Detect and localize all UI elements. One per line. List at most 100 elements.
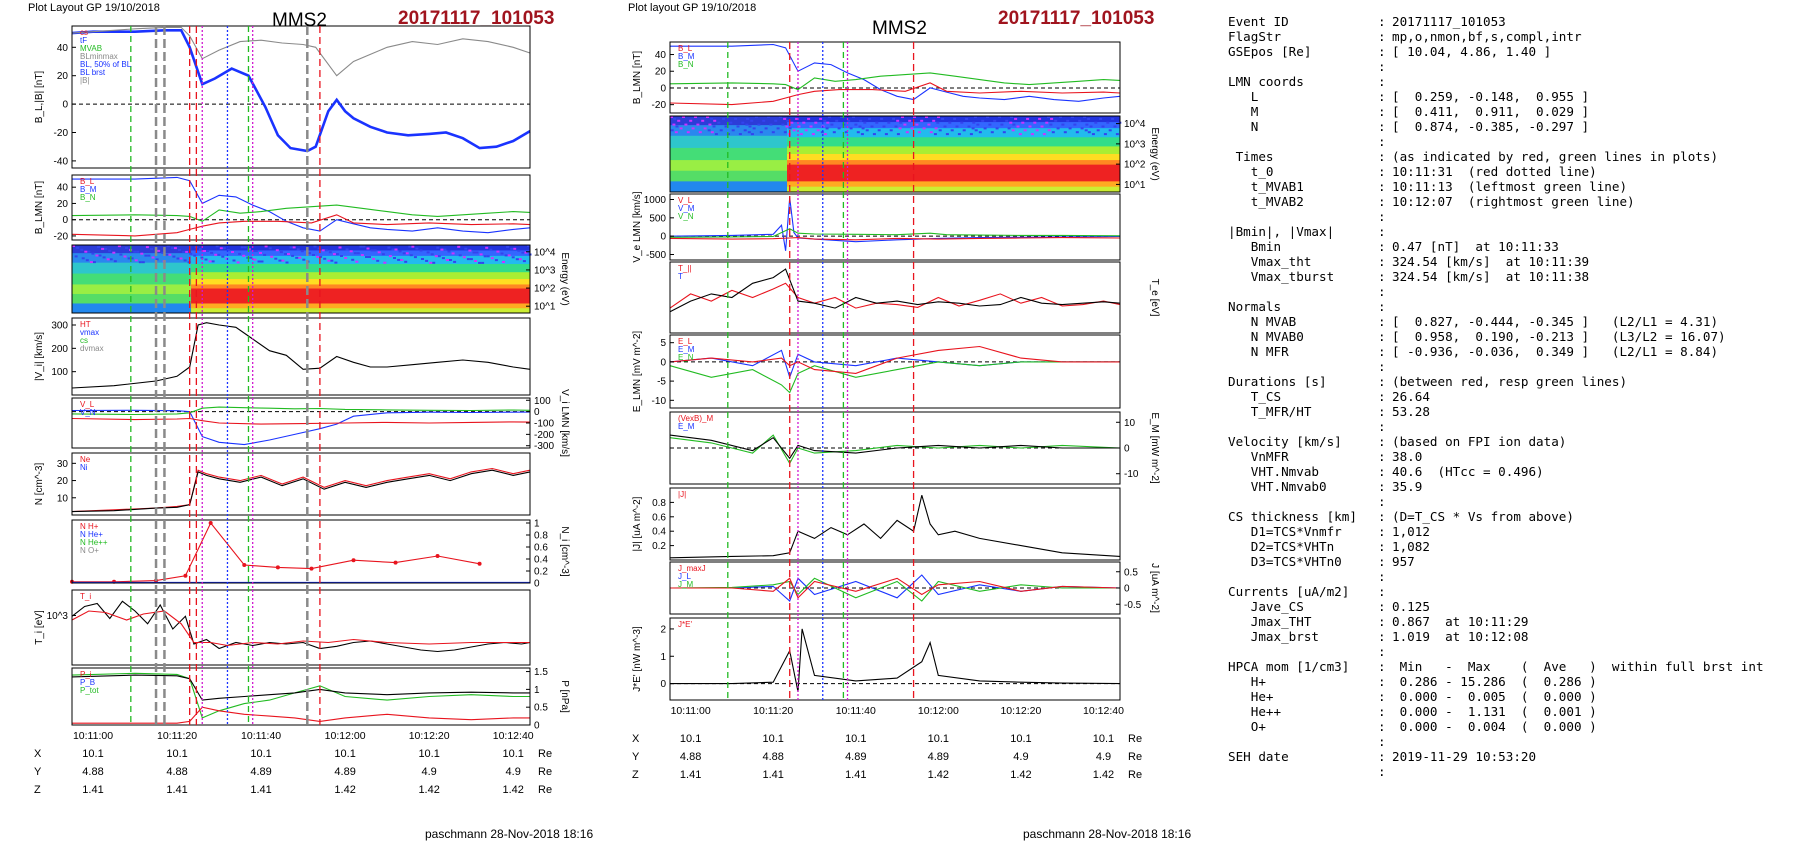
panel-5 [71,452,531,516]
spectrogram-speckle [936,121,940,124]
spectrogram-speckle [150,248,153,250]
spectrogram-speckle [494,259,498,262]
spectrogram-speckle [825,127,829,130]
spectrogram-speckle [899,121,903,124]
spectrogram-speckle [324,249,328,252]
legend-entry: V_M [678,204,695,213]
spectrogram-band [191,284,530,290]
info-value [1392,134,1800,149]
y-tick-label: 0 [534,407,540,418]
spectrogram-speckle [1087,131,1091,134]
legend-entry: T [678,272,683,281]
spectrogram-speckle [1016,125,1020,128]
position-row-label: X [632,733,640,745]
spectrogram-band [191,288,530,304]
spectrogram-speckle [502,261,505,263]
spectrogram-speckle [679,127,683,130]
spectrogram-speckle [95,254,99,257]
info-row: Durations [s]: (between red, resp green l… [1228,374,1800,389]
info-key [1228,734,1378,749]
spectrogram-speckle [734,117,738,120]
spectrogram-speckle [1075,131,1079,134]
spectrogram-band [787,181,1120,188]
info-key: N [1228,119,1259,134]
info-key: T_MFR/HT [1228,404,1312,419]
spectrogram-speckle [717,121,721,124]
spectrogram-speckle [240,246,244,249]
spectrogram-band [670,147,787,161]
spectrogram-speckle [168,253,172,256]
spectrogram-speckle [284,253,287,255]
y-tick-label: 1 [534,685,540,696]
spectrogram-speckle [785,125,789,128]
y-tick-label: 10^1 [534,302,556,313]
spectrogram-speckle [253,258,257,261]
time-tick-label: 10:12:00 [918,705,959,717]
spectrogram-speckle [969,133,973,136]
position-unit: Re [1128,733,1142,745]
spectrogram-speckle [360,254,364,257]
series-line-black [670,628,1121,692]
info-value: 324.54 [km/s] at 10:11:38 [1392,269,1590,284]
info-value [1392,644,1800,659]
position-value: 10.1 [334,748,355,760]
spectrogram-band [72,262,192,275]
info-separator: : [1378,764,1386,779]
spectrogram-speckle [1084,129,1088,132]
spectrogram-speckle [328,251,332,254]
spectrogram-speckle [316,255,320,258]
spectrogram-speckle [1106,121,1110,124]
legend-entry: BL brst [80,68,106,77]
spectrogram-speckle [713,119,717,122]
spectrogram-speckle [731,129,735,132]
info-separator: : [1378,269,1386,284]
position-value: 1.41 [250,784,271,796]
panel-background [72,318,530,395]
info-row: Normals: [1228,299,1800,314]
y-tick-label: 0 [660,232,666,243]
info-key: Vmax_tht [1228,254,1312,269]
spectrogram-speckle [887,121,891,124]
y-tick-label: 10^4 [534,247,556,258]
spectrogram-speckle [894,125,898,128]
info-value: [ 10.04, 4.86, 1.40 ] [1392,44,1552,59]
spectrogram-speckle [929,131,933,134]
info-separator: : [1378,119,1386,134]
spectrogram-band [191,264,530,273]
position-value: 10.1 [928,733,949,745]
info-separator: : [1378,629,1386,644]
spectrogram-speckle [106,258,110,261]
spectrogram-speckle [983,127,987,130]
info-separator: : [1378,104,1386,119]
y-tick-label: 0.5 [534,703,548,714]
info-key: Durations [s] [1228,374,1327,389]
spectrogram-speckle [429,261,433,264]
spectrogram-speckle [453,260,457,263]
spectrogram-speckle [112,251,116,254]
spectrogram-speckle [872,133,876,136]
y-tick-label: -10 [1124,469,1139,480]
spectrogram-speckle [835,119,839,122]
spectrogram-speckle [359,245,363,248]
info-key: D3=TCS*VHTn0 [1228,554,1342,569]
spectrogram-speckle [953,117,957,120]
y-tick-label: 300 [51,321,68,332]
y-tick-label: -200 [534,430,554,441]
spectrogram-speckle [750,133,754,136]
info-separator: : [1378,194,1386,209]
info-row: |Bmin|, |Vmax|: [1228,224,1800,239]
spectrogram-speckle [140,252,144,255]
spectrogram-speckle [1018,133,1022,136]
spectrogram-speckle [127,257,131,260]
spectrogram-speckle [790,121,794,124]
legend-entry: J_maxJ [678,564,706,573]
spectrogram-speckle [517,249,521,252]
spectrogram-speckle [136,250,140,253]
spectrogram-speckle [415,247,419,250]
legend-entry: BLminmax [80,52,118,61]
y-axis-label: |V_i| [km/s] [34,332,45,381]
spectrogram-speckle [292,246,296,249]
info-value: 0.125 [1392,599,1430,614]
position-value: 1.41 [82,784,103,796]
info-row: N MFR: [ -0.936, -0.036, 0.349 ] (L2/L1 =… [1228,344,1800,359]
